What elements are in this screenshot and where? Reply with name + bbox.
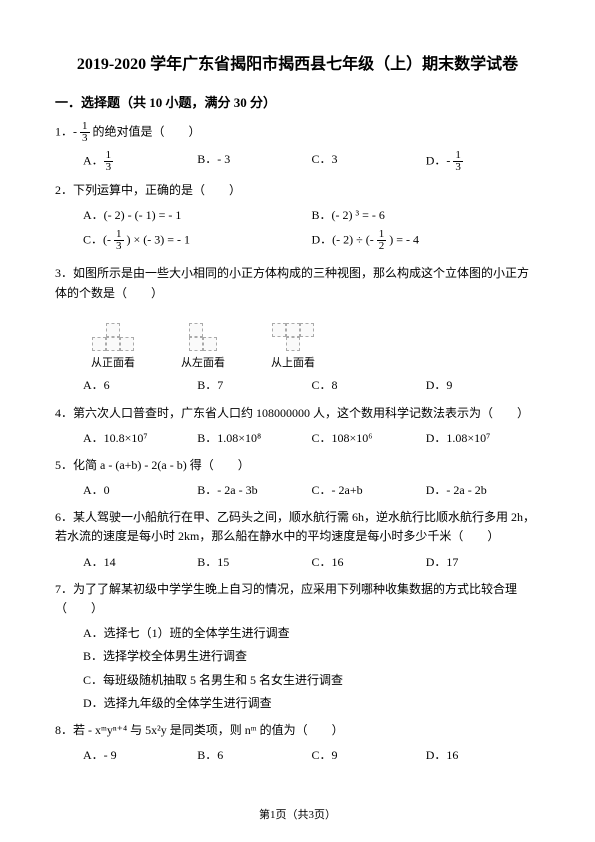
- label-front: 从正面看: [83, 355, 143, 373]
- q3-text: 3．如图所示是由一些大小相同的小正方体构成的三种视图，那么构成这个立体图的小正方…: [55, 264, 540, 302]
- q4-text: 4．第六次人口普查时，广东省人口约 108000000 人，这个数用科学记数法表…: [55, 404, 540, 423]
- q6-opt-d: D．17: [426, 553, 540, 572]
- q8-text: 8．若 - xᵐyⁿ⁺⁴ 与 5x²y 是同类项，则 nᵐ 的值为（ ）: [55, 721, 540, 740]
- q7-opt-d: D．选择九年级的全体学生进行调查: [83, 694, 540, 713]
- q1-opt-c: C．3: [312, 150, 426, 173]
- q5-opt-a: A．0: [83, 481, 197, 500]
- q7-text: 7．为了了解某初级中学学生晚上自习的情况，应采用下列哪种收集数据的方式比较合理（…: [55, 580, 540, 618]
- q3-opt-a: A．6: [83, 376, 197, 395]
- q4-opt-c: C．108×10⁶: [312, 429, 426, 448]
- q7-opt-b: B．选择学校全体男生进行调查: [83, 647, 540, 666]
- q5-opt-d: D．- 2a - 2b: [426, 481, 540, 500]
- q6-opt-a: A．14: [83, 553, 197, 572]
- q1-text: 1．- 13 的绝对值是（ ）: [55, 121, 540, 144]
- q2-opt-d: D．(- 2) ÷ (- 12 ) = - 4: [312, 229, 541, 252]
- q6-text: 6．某人驾驶一小船航行在甲、乙码头之间，顺水航行需 6h，逆水航行比顺水航行多用…: [55, 508, 540, 546]
- q5-opt-c: C．- 2a+b: [312, 481, 426, 500]
- page-footer: 第1页（共3页）: [0, 806, 595, 822]
- q2-text: 2．下列运算中，正确的是（ ）: [55, 181, 540, 200]
- question-8: 8．若 - xᵐyⁿ⁺⁴ 与 5x²y 是同类项，则 nᵐ 的值为（ ） A．-…: [55, 721, 540, 765]
- q5-text: 5．化简 a - (a+b) - 2(a - b) 得（ ）: [55, 456, 540, 475]
- q3-opt-c: C．8: [312, 376, 426, 395]
- q8-opt-c: C．9: [312, 746, 426, 765]
- view-top: [263, 309, 323, 351]
- question-6: 6．某人驾驶一小船航行在甲、乙码头之间，顺水航行需 6h，逆水航行比顺水航行多用…: [55, 508, 540, 572]
- q2-opt-c: C．(- 13 ) × (- 3) = - 1: [83, 229, 312, 252]
- q2-opt-b: B．(- 2) ³ = - 6: [312, 206, 541, 225]
- q2-opt-a: A．(- 2) - (- 1) = - 1: [83, 206, 312, 225]
- q4-opt-b: B．1.08×10⁸: [197, 429, 311, 448]
- q8-opt-d: D．16: [426, 746, 540, 765]
- q5-opt-b: B．- 2a - 3b: [197, 481, 311, 500]
- view-left: [173, 309, 233, 351]
- q3-views: 从正面看 从左面看 从上面看: [55, 309, 540, 373]
- question-2: 2．下列运算中，正确的是（ ） A．(- 2) - (- 1) = - 1 B．…: [55, 181, 540, 256]
- q4-opt-d: D．1.08×10⁷: [426, 429, 540, 448]
- q4-opt-a: A．10.8×10⁷: [83, 429, 197, 448]
- section-1-head: 一．选择题（共 10 小题，满分 30 分）: [55, 92, 540, 111]
- q6-opt-c: C．16: [312, 553, 426, 572]
- q1-opt-a: A．13: [83, 150, 197, 173]
- question-4: 4．第六次人口普查时，广东省人口约 108000000 人，这个数用科学记数法表…: [55, 404, 540, 448]
- q1-opt-b: B．- 3: [197, 150, 311, 173]
- question-1: 1．- 13 的绝对值是（ ） A．13 B．- 3 C．3 D．- 13: [55, 121, 540, 173]
- label-left: 从左面看: [173, 355, 233, 373]
- q7-opt-c: C．每班级随机抽取 5 名男生和 5 名女生进行调查: [83, 671, 540, 690]
- q3-opt-d: D．9: [426, 376, 540, 395]
- q8-opt-a: A．- 9: [83, 746, 197, 765]
- label-top: 从上面看: [263, 355, 323, 373]
- q1-opt-d: D．- 13: [426, 150, 540, 173]
- q6-opt-b: B．15: [197, 553, 311, 572]
- q8-opt-b: B．6: [197, 746, 311, 765]
- view-front: [83, 309, 143, 351]
- q3-opt-b: B．7: [197, 376, 311, 395]
- exam-title: 2019-2020 学年广东省揭阳市揭西县七年级（上）期末数学试卷: [55, 50, 540, 74]
- q7-opt-a: A．选择七（1）班的全体学生进行调查: [83, 624, 540, 643]
- question-5: 5．化简 a - (a+b) - 2(a - b) 得（ ） A．0 B．- 2…: [55, 456, 540, 500]
- question-7: 7．为了了解某初级中学学生晚上自习的情况，应采用下列哪种收集数据的方式比较合理（…: [55, 580, 540, 713]
- question-3: 3．如图所示是由一些大小相同的小正方体构成的三种视图，那么构成这个立体图的小正方…: [55, 264, 540, 395]
